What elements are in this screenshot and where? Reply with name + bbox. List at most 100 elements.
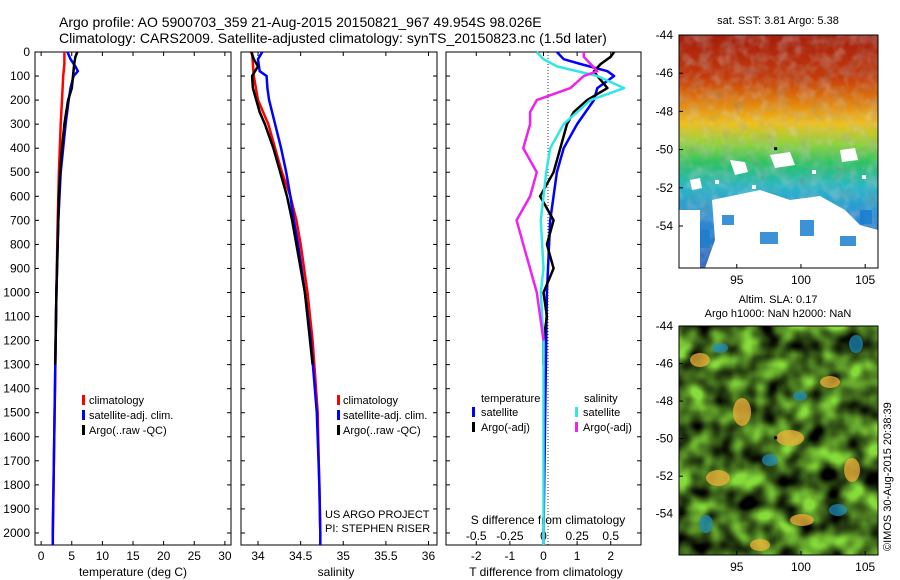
sla-map-axes: 95 100 105 -44 -46 -48 -50 -52 -54 [656, 319, 876, 574]
depth-tick-label: 1600 [3, 430, 30, 444]
depth-tick-label: 1200 [3, 334, 30, 348]
x-tick-label: 20 [157, 549, 171, 563]
x-tick-label: 5 [68, 549, 75, 563]
map-x-tick-label: 105 [855, 560, 875, 574]
map-y-tick-label: -50 [656, 143, 674, 157]
legend-label-s-argo: Argo(-adj) [583, 422, 632, 434]
x-tick-label: 0 [38, 549, 45, 563]
sla-cool-spots [699, 335, 863, 533]
map-x-tick-label: 95 [730, 273, 744, 287]
temperature-axis-label: temperature (deg C) [79, 565, 187, 579]
series-line-argo-raw-qc- [250, 51, 314, 365]
depth-tick-label: 1300 [3, 358, 30, 372]
depth-tick-label: 600 [10, 189, 30, 203]
legend-label-argo: Argo(..raw -QC) [343, 425, 421, 437]
series-line-salinity-argo-adj- [515, 52, 599, 341]
imos-stamp: ©IMOS 30-Aug-2015 20:38:39 [882, 402, 894, 551]
depth-tick-label: 1100 [4, 310, 30, 324]
x-tick-label: 34.5 [289, 549, 313, 563]
x-tick-label: 15 [126, 549, 140, 563]
depth-tick-label: 400 [10, 141, 30, 155]
legend-swatch-climatology [82, 395, 85, 405]
legend-label-t-argo: Argo(-adj) [481, 422, 530, 434]
sst-map-frame [678, 34, 879, 269]
legend-label-satellite-adj: satellite-adj. clim. [89, 410, 173, 422]
sst-map-axes: 95 100 105 -44 -46 -48 -50 -52 -54 [656, 28, 876, 287]
series-line-salinity-satellite [535, 51, 626, 545]
x-tick-label-salinity: -0.5 [466, 529, 487, 543]
sst-map-title: sat. SST: 3.81 Argo: 5.38 [717, 15, 839, 27]
x-tick-label: 25 [188, 549, 202, 563]
series-line-argo-raw-qc- [53, 51, 79, 365]
salinity-profiles [250, 51, 322, 545]
x-tick-label-salinity: -0.25 [496, 529, 524, 543]
legend-swatch-s-argo [575, 422, 578, 432]
argo-position-marker [774, 147, 778, 151]
sst-land-patches [700, 210, 872, 248]
x-tick-label: 35.5 [374, 549, 398, 563]
temperature-x-axis: 0 5 10 15 20 25 30 [38, 52, 232, 563]
depth-tick-label: 900 [10, 261, 30, 275]
salinity-panel-frame [240, 51, 438, 546]
depth-tick-label: 500 [10, 165, 30, 179]
legend-swatch-climatology [337, 395, 340, 405]
depth-tick-label: 100 [10, 69, 30, 83]
depth-tick-label: 2000 [3, 526, 30, 540]
depth-axis: 0 100 200 300 400 500 600 700 800 900 1000 1100 1200… [3, 45, 641, 540]
x-tick-label: -2 [471, 549, 482, 563]
x-tick-label-salinity: 0.5 [602, 529, 619, 543]
sst-map [679, 35, 878, 268]
sla-map-title-line1: Altim. SLA: 0.17 [739, 294, 818, 306]
depth-tick-label: 1900 [3, 502, 30, 516]
depth-tick-label: 300 [10, 117, 30, 131]
legend-swatch-argo [82, 425, 85, 435]
credit-text: US ARGO PROJECT [325, 509, 430, 521]
figure-title-line2: Climatology: CARS2009. Satellite-adjuste… [59, 30, 607, 46]
map-y-tick-label: -46 [656, 66, 674, 80]
map-y-tick-label: -52 [656, 181, 674, 195]
x-tick-label: 30 [218, 549, 232, 563]
legend-label-climatology: climatology [343, 395, 399, 407]
argo-position-marker [774, 436, 778, 440]
depth-tick-label: 0 [23, 45, 30, 59]
sla-map-frame [678, 325, 879, 556]
salinity-axis-label: salinity [318, 565, 355, 579]
sla-map-title-line2: Argo h1000: NaN h2000: NaN [705, 308, 852, 320]
legend-title-temperature: temperature [481, 393, 540, 405]
legend-label-t-satellite: satellite [481, 407, 518, 419]
salinity-legend: climatology satellite-adj. clim. Argo(..… [337, 395, 427, 437]
map-y-tick-label: -48 [656, 394, 674, 408]
map-y-tick-label: -48 [656, 104, 674, 118]
x-tick-label: 0 [540, 549, 547, 563]
sst-cloud-gaps [679, 148, 878, 268]
legend-swatch-satellite-adj [82, 410, 85, 420]
map-y-tick-label: -54 [656, 507, 674, 521]
legend-swatch-satellite-adj [337, 410, 340, 420]
depth-tick-label: 200 [10, 93, 30, 107]
series-line-satellite-adj-clim- [256, 51, 322, 545]
map-y-tick-label: -54 [656, 219, 674, 233]
map-x-tick-label: 95 [730, 560, 744, 574]
map-y-tick-label: -44 [656, 28, 674, 42]
salinity-x-axis: 34 34.5 35 35.5 36 [251, 52, 435, 563]
legend-swatch-s-satellite [575, 407, 578, 417]
x-tick-label: 35 [337, 549, 351, 563]
legend-swatch-argo [337, 425, 340, 435]
depth-tick-label: 1500 [3, 406, 30, 420]
temperature-legend: climatology satellite-adj. clim. Argo(..… [82, 395, 173, 437]
sla-warm-spots [690, 353, 860, 551]
x-tick-label: 10 [96, 549, 110, 563]
legend-label-argo: Argo(..raw -QC) [89, 425, 167, 437]
map-x-tick-label: 100 [791, 273, 811, 287]
x-tick-label: 36 [422, 549, 436, 563]
depth-tick-label: 700 [10, 213, 30, 227]
figure-title-line1: Argo profile: AO 5900703_359 21-Aug-2015… [59, 14, 542, 30]
legend-label-satellite-adj: satellite-adj. clim. [343, 410, 427, 422]
map-y-tick-label: -46 [656, 357, 674, 371]
legend-label-climatology: climatology [89, 395, 145, 407]
depth-tick-label: 1000 [3, 285, 30, 299]
legend-title-salinity: salinity [584, 393, 618, 405]
series-line-temperature-satellite [542, 51, 616, 545]
depth-tick-label: 1400 [3, 382, 30, 396]
x-tick-label: -1 [505, 549, 516, 563]
